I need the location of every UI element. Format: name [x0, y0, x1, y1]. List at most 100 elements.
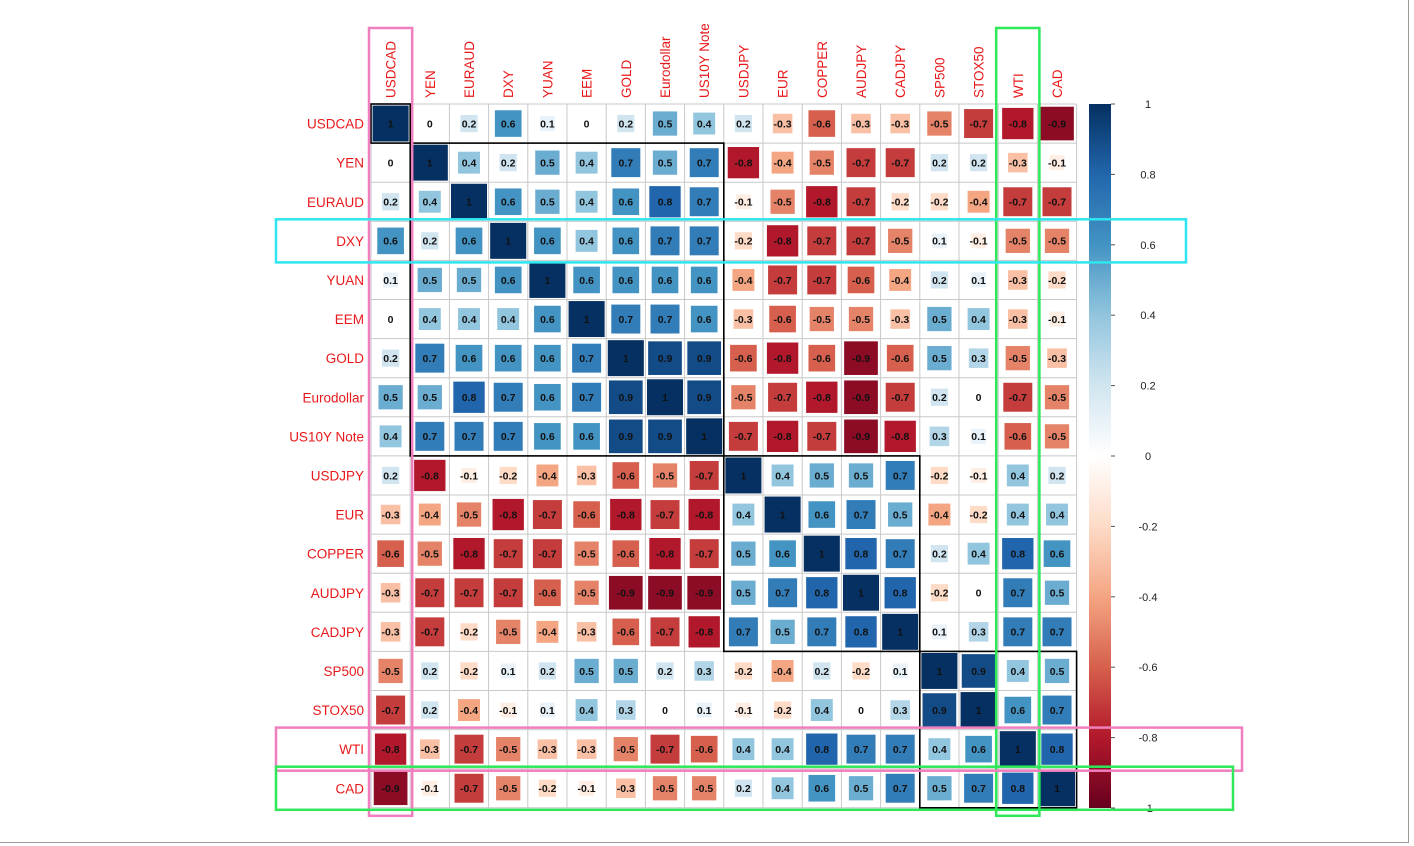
cell-value-audjpy-usdjpy: 0.5: [736, 588, 751, 600]
cell-dxy-usdcad: [377, 227, 404, 255]
cell-value-usdjpy-sp500: -0.2: [930, 470, 948, 482]
cell-usdjpy-dxy: [499, 466, 517, 485]
cell-us10y-note-usdcad: [379, 425, 402, 448]
cell-yuan-eur: [768, 265, 798, 295]
cell-value-cad-usdjpy: 0.2: [736, 783, 751, 795]
cell-value-audjpy-cad: 0.5: [1050, 588, 1065, 600]
cell-eur-cadjpy: [888, 502, 913, 527]
cell-value-stox50-us10y-note: 0.1: [697, 705, 712, 717]
cell-value-sp500-us10y-note: 0.3: [697, 666, 712, 678]
cell-value-us10y-note-cad: -0.5: [1048, 431, 1066, 443]
cell-value-wti-eurodollar: -0.7: [656, 744, 674, 756]
row-label-sp500: SP500: [323, 664, 364, 679]
cell-value-eem-sp500: 0.5: [932, 314, 947, 326]
cell-value-eem-eem: 1: [584, 314, 590, 326]
cell-gold-eem: [572, 343, 602, 373]
cell-eem-eem: [568, 301, 605, 338]
row-label-eurodollar: Eurodollar: [302, 390, 364, 405]
cell-value-us10y-note-eem: 0.6: [579, 431, 594, 443]
cell-eurodollar-wti: [1003, 382, 1033, 412]
column-label-sp500: SP500: [932, 57, 947, 98]
cell-value-us10y-note-copper: -0.7: [813, 431, 831, 443]
cell-value-gold-usdjpy: -0.6: [734, 353, 752, 365]
cell-usdjpy-euraud: [461, 468, 477, 483]
cell-value-wti-copper: 0.8: [814, 744, 829, 756]
cell-value-euraud-eur: -0.5: [774, 197, 792, 209]
cell-value-stox50-usdjpy: -0.1: [734, 705, 752, 717]
cell-copper-cadjpy: [885, 539, 915, 569]
cell-value-dxy-eurodollar: 0.7: [658, 236, 673, 248]
cell-eurodollar-audjpy: [844, 380, 878, 415]
cell-value-eurodollar-yen: 0.5: [422, 392, 437, 404]
cell-value-eurodollar-sp500: 0.2: [932, 392, 947, 404]
cell-value-cad-gold: -0.3: [617, 783, 635, 795]
cell-eem-stox50: [967, 308, 990, 330]
cell-us10y-note-sp500: [929, 426, 950, 447]
cell-value-wti-euraud: -0.7: [460, 744, 478, 756]
cell-value-eurodollar-eur: -0.7: [774, 392, 792, 404]
column-label-eem: EEM: [580, 69, 595, 98]
cell-value-eem-stox50: 0.4: [971, 314, 986, 326]
cell-value-wti-sp500: 0.4: [932, 744, 947, 756]
cell-stox50-usdjpy: [735, 702, 751, 718]
cell-value-eur-usdjpy: 0.4: [736, 509, 751, 521]
cell-euraud-dxy: [494, 188, 522, 216]
cell-cadjpy-cadjpy: [882, 613, 919, 650]
column-label-yen: YEN: [423, 70, 438, 98]
cell-value-eurodollar-dxy: 0.7: [501, 392, 516, 404]
cell-usdcad-usdcad: [372, 105, 409, 142]
cell-us10y-note-usdjpy: [728, 421, 758, 451]
cell-yuan-copper: [807, 265, 837, 295]
cell-value-gold-usdcad: 0.2: [383, 353, 398, 365]
cell-value-audjpy-stox50: 0: [976, 588, 982, 600]
cell-usdcad-yen: [423, 117, 437, 130]
cell-value-eur-gold: -0.8: [617, 509, 635, 521]
row-labels: USDCAD YEN EURAUD DXY YUAN EEM GOLD Eurodollar U…: [289, 117, 364, 797]
column-label-us10y-note: US10Y Note: [697, 23, 712, 98]
cell-value-yuan-copper: -0.7: [813, 275, 831, 287]
cell-value-usdjpy-cad: 0.2: [1050, 470, 1065, 482]
cell-wti-us10y-note: [690, 735, 718, 763]
cell-eurodollar-eem: [572, 382, 602, 412]
cell-eur-usdcad: [380, 504, 401, 525]
cell-yen-audjpy: [846, 148, 876, 178]
column-label-usdcad: USDCAD: [384, 41, 399, 98]
cluster-outline-usdcad-to-usdcad: [370, 103, 412, 144]
cell-cadjpy-eem: [576, 622, 597, 642]
colorbar-tick-label: -0.8: [1139, 733, 1158, 745]
cell-cad-us10y-note: [692, 776, 717, 801]
column-label-copper: COPPER: [815, 41, 830, 98]
cell-value-yen-wti: -0.3: [1009, 157, 1027, 169]
cell-value-stox50-eurodollar: 0: [662, 705, 668, 717]
cell-value-eem-cad: -0.1: [1048, 314, 1066, 326]
cell-value-usdjpy-eem: -0.3: [578, 470, 596, 482]
column-label-dxy: DXY: [501, 70, 516, 98]
cell-value-us10y-note-us10y-note: 1: [701, 431, 707, 443]
cell-gold-cadjpy: [886, 344, 914, 372]
cell-copper-dxy: [493, 539, 523, 569]
cell-usdjpy-copper: [809, 463, 834, 488]
cell-value-eem-eur: -0.6: [774, 314, 792, 326]
cell-eem-usdcad: [384, 312, 397, 326]
cell-yen-copper: [809, 150, 834, 175]
cell-value-wti-wti: 1: [1015, 744, 1021, 756]
cell-dxy-euraud: [455, 227, 483, 255]
cell-value-gold-audjpy: -0.9: [852, 353, 870, 365]
cell-value-copper-us10y-note: -0.7: [695, 548, 713, 560]
cell-euraud-yuan: [535, 189, 560, 214]
cell-audjpy-dxy: [493, 578, 523, 608]
cell-eem-eur: [769, 305, 796, 333]
cell-usdcad-yuan: [539, 116, 555, 131]
cluster-outline-usdjpy-to-cadjpy: [722, 455, 921, 653]
cell-eurodollar-eurodollar: [646, 379, 684, 416]
cell-value-yuan-yen: 0.5: [422, 275, 437, 287]
cell-dxy-audjpy: [846, 226, 876, 256]
cell-cad-yuan: [538, 779, 557, 797]
cell-us10y-note-gold: [608, 419, 643, 454]
cell-value-audjpy-wti: 0.7: [1010, 588, 1025, 600]
cell-eurodollar-usdcad: [378, 385, 403, 410]
cell-value-wti-eem: -0.3: [578, 744, 596, 756]
cell-value-euraud-cadjpy: -0.2: [891, 197, 909, 209]
cell-stox50-yuan: [539, 702, 555, 718]
